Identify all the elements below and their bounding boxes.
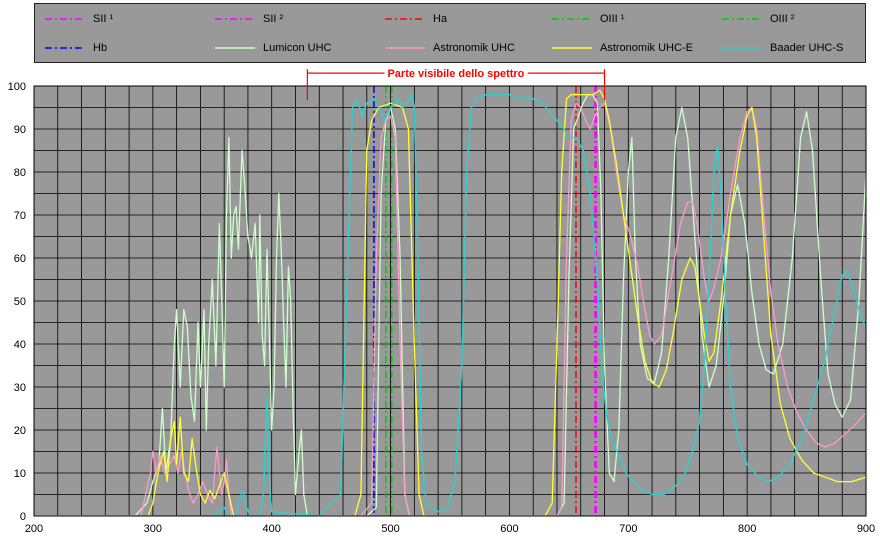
legend-swatch bbox=[722, 18, 762, 20]
y-tick-label: 20 bbox=[14, 425, 26, 437]
legend-label: Astronomik UHC-E bbox=[600, 42, 693, 54]
series-line bbox=[34, 89, 866, 516]
legend-swatch bbox=[215, 18, 255, 20]
legend-swatch bbox=[385, 47, 425, 49]
y-tick-label: 60 bbox=[14, 253, 26, 265]
annotation-label: Parte visibile dello spettro bbox=[387, 68, 524, 80]
legend-label: OIII ² bbox=[770, 13, 795, 25]
chart-legend: SII ¹ SII ² Ha OIII ¹ OIII ² Hb Lumicon UHC Ast… bbox=[34, 3, 866, 63]
legend-label: Astronomik UHC bbox=[433, 42, 515, 54]
legend-swatch bbox=[722, 47, 762, 49]
x-tick-label: 500 bbox=[381, 523, 399, 535]
x-tick-label: 800 bbox=[738, 523, 756, 535]
x-tick-label: 900 bbox=[857, 523, 875, 535]
y-tick-label: 0 bbox=[20, 511, 26, 523]
legend-label: SII ¹ bbox=[93, 13, 114, 25]
legend-label: Hb bbox=[93, 42, 108, 54]
y-tick-label: 30 bbox=[14, 382, 26, 394]
legend-swatch bbox=[552, 18, 592, 20]
y-tick-label: 10 bbox=[14, 468, 26, 480]
legend-swatch bbox=[385, 18, 425, 20]
series-line bbox=[34, 93, 866, 516]
x-tick-label: 300 bbox=[144, 523, 162, 535]
legend-label: OIII ¹ bbox=[600, 13, 625, 25]
series-line bbox=[34, 102, 866, 516]
legend-label: Baader UHC-S bbox=[770, 42, 844, 54]
legend-swatch bbox=[215, 47, 255, 49]
legend-label: SII ² bbox=[263, 13, 284, 25]
y-tick-label: 100 bbox=[8, 81, 26, 93]
legend-swatch bbox=[45, 47, 85, 49]
legend-swatch bbox=[45, 18, 85, 20]
annotation-label-bg bbox=[384, 68, 528, 81]
plot-border bbox=[33, 85, 867, 517]
reference-lines bbox=[373, 86, 597, 516]
legend-label: Ha bbox=[433, 13, 448, 25]
x-tick-label: 600 bbox=[500, 523, 518, 535]
legend-swatch bbox=[552, 47, 592, 49]
y-tick-label: 90 bbox=[14, 124, 26, 136]
y-tick-label: 70 bbox=[14, 210, 26, 222]
y-tick-label: 40 bbox=[14, 339, 26, 351]
y-tick-label: 50 bbox=[14, 296, 26, 308]
x-tick-label: 400 bbox=[263, 523, 281, 535]
series-group bbox=[34, 89, 866, 516]
series-line bbox=[34, 93, 866, 516]
x-tick-label: 200 bbox=[25, 523, 43, 535]
x-tick-label: 700 bbox=[619, 523, 637, 535]
legend-label: Lumicon UHC bbox=[263, 42, 332, 54]
y-tick-label: 80 bbox=[14, 167, 26, 179]
